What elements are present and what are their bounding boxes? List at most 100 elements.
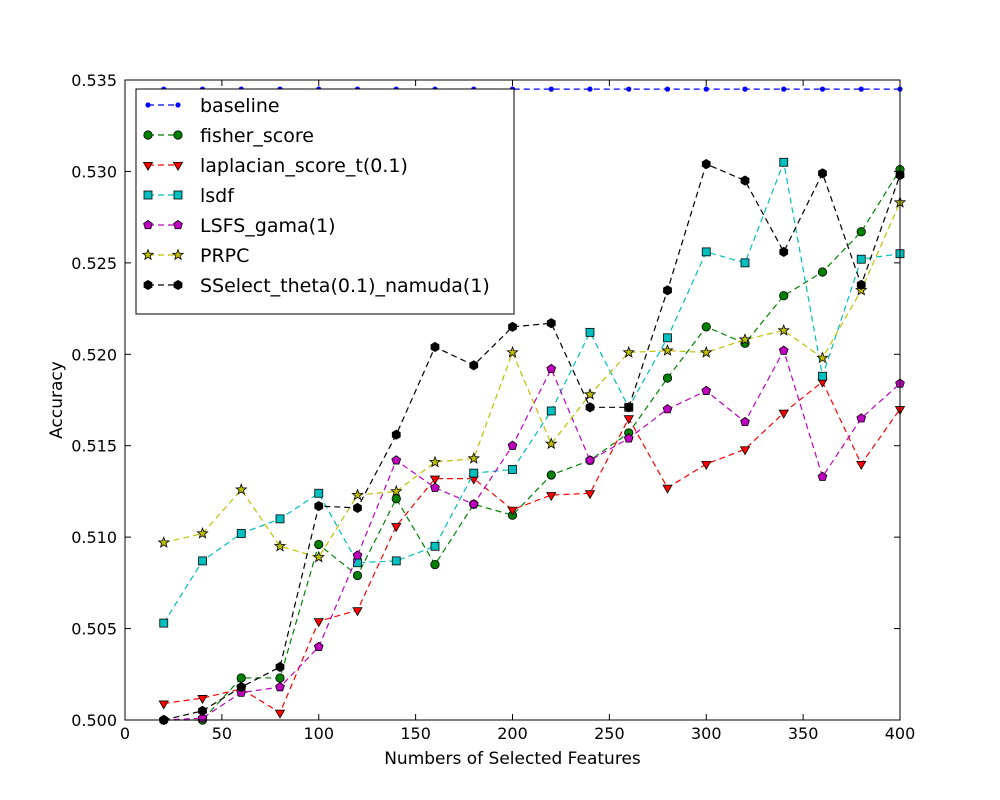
x-tick-label: 100 xyxy=(303,724,334,743)
data-point xyxy=(818,371,827,381)
data-point xyxy=(585,455,595,465)
series-2 xyxy=(159,165,905,725)
data-point xyxy=(390,484,403,497)
data-point xyxy=(159,618,169,628)
legend-label: SSelect_theta(0.1)_namuda(1) xyxy=(200,275,490,297)
data-point xyxy=(236,529,246,538)
series-line xyxy=(163,380,901,714)
data-point xyxy=(661,344,674,356)
data-point xyxy=(313,641,324,651)
legend: baseline fisher_score laplacian_score_t(0.… xyxy=(135,88,515,315)
data-point xyxy=(275,661,285,673)
y-tick-label: 0.525 xyxy=(71,254,117,273)
series-line xyxy=(163,202,901,558)
legend-marker xyxy=(143,279,153,291)
series-line xyxy=(163,163,901,721)
series-7 xyxy=(159,159,905,726)
data-point xyxy=(352,607,363,617)
data-point xyxy=(351,488,364,501)
series-3 xyxy=(158,378,906,719)
legend-label: LSFS_gama(1) xyxy=(200,215,336,237)
data-point xyxy=(739,446,751,456)
data-point xyxy=(391,494,401,504)
legend-marker xyxy=(171,248,185,261)
data-point xyxy=(623,433,634,443)
data-point xyxy=(856,227,866,237)
x-tick-label: 250 xyxy=(594,724,625,743)
y-tick-label: 0.510 xyxy=(71,528,117,547)
data-point xyxy=(856,254,866,264)
x-tick-label: 200 xyxy=(497,724,528,743)
data-point xyxy=(663,333,672,343)
data-point xyxy=(856,279,866,290)
legend-marker xyxy=(172,161,184,172)
legend-label: laplacian_score_t(0.1) xyxy=(200,155,408,177)
data-point xyxy=(235,483,248,495)
legend-marker xyxy=(145,102,151,108)
data-point xyxy=(781,86,787,92)
legend-box xyxy=(135,88,515,315)
data-point xyxy=(430,559,440,570)
data-point xyxy=(430,482,440,492)
data-point xyxy=(701,322,711,332)
data-point xyxy=(391,455,402,465)
data-point xyxy=(662,484,673,494)
legend-entry: lsdf xyxy=(143,185,235,207)
legend-label: lsdf xyxy=(200,185,235,207)
data-point xyxy=(626,86,632,92)
data-point xyxy=(236,682,246,693)
y-tick-label: 0.515 xyxy=(71,437,117,456)
data-point xyxy=(856,460,867,471)
legend-marker xyxy=(173,219,183,230)
data-point xyxy=(352,550,363,560)
legend-marker xyxy=(142,161,154,172)
data-point xyxy=(856,413,867,423)
data-point xyxy=(275,681,285,692)
data-point xyxy=(274,709,286,719)
data-point xyxy=(275,673,285,683)
data-point xyxy=(312,550,325,563)
legend-entry: LSFS_gama(1) xyxy=(143,215,336,237)
series-line xyxy=(163,169,901,721)
legend-entry: baseline xyxy=(145,95,280,117)
data-point xyxy=(546,406,556,416)
data-point xyxy=(428,455,442,468)
x-tick-label: 0 xyxy=(120,724,130,743)
data-point xyxy=(777,323,790,336)
ticks-layer: 0 50 100 150 200 250 300 350 400 0.500 0.505 0.510 0… xyxy=(71,71,915,743)
data-point xyxy=(469,360,479,371)
data-point xyxy=(236,673,246,683)
data-point xyxy=(507,440,518,450)
data-point xyxy=(467,451,480,464)
data-point xyxy=(701,385,712,395)
data-point xyxy=(818,168,827,179)
legend-entry: PRPC xyxy=(141,245,249,267)
y-tick-label: 0.535 xyxy=(71,71,117,90)
data-point xyxy=(430,541,440,551)
y-axis-label: Accuracy xyxy=(47,361,67,439)
data-point xyxy=(391,429,401,440)
data-point xyxy=(391,556,401,566)
data-point xyxy=(508,465,517,474)
plot-area: 0 50 100 150 200 250 300 350 400 0.500 0.505 0.510 0… xyxy=(71,71,915,743)
x-tick-label: 300 xyxy=(691,724,722,743)
data-point xyxy=(546,318,556,329)
data-point xyxy=(430,341,440,353)
series-layer xyxy=(157,86,907,726)
data-point xyxy=(663,285,672,296)
legend-label: PRPC xyxy=(200,245,249,267)
x-tick-label: 150 xyxy=(400,724,431,743)
data-point xyxy=(701,247,711,257)
data-point xyxy=(468,499,479,509)
legend-label: baseline xyxy=(200,95,280,117)
data-point xyxy=(314,488,324,498)
data-point xyxy=(740,258,750,268)
data-point xyxy=(701,159,711,170)
data-point xyxy=(548,86,554,92)
data-point xyxy=(545,437,558,450)
data-point xyxy=(819,86,826,92)
series-5 xyxy=(158,345,905,725)
x-tick-label: 350 xyxy=(788,724,819,743)
data-point xyxy=(508,321,517,332)
